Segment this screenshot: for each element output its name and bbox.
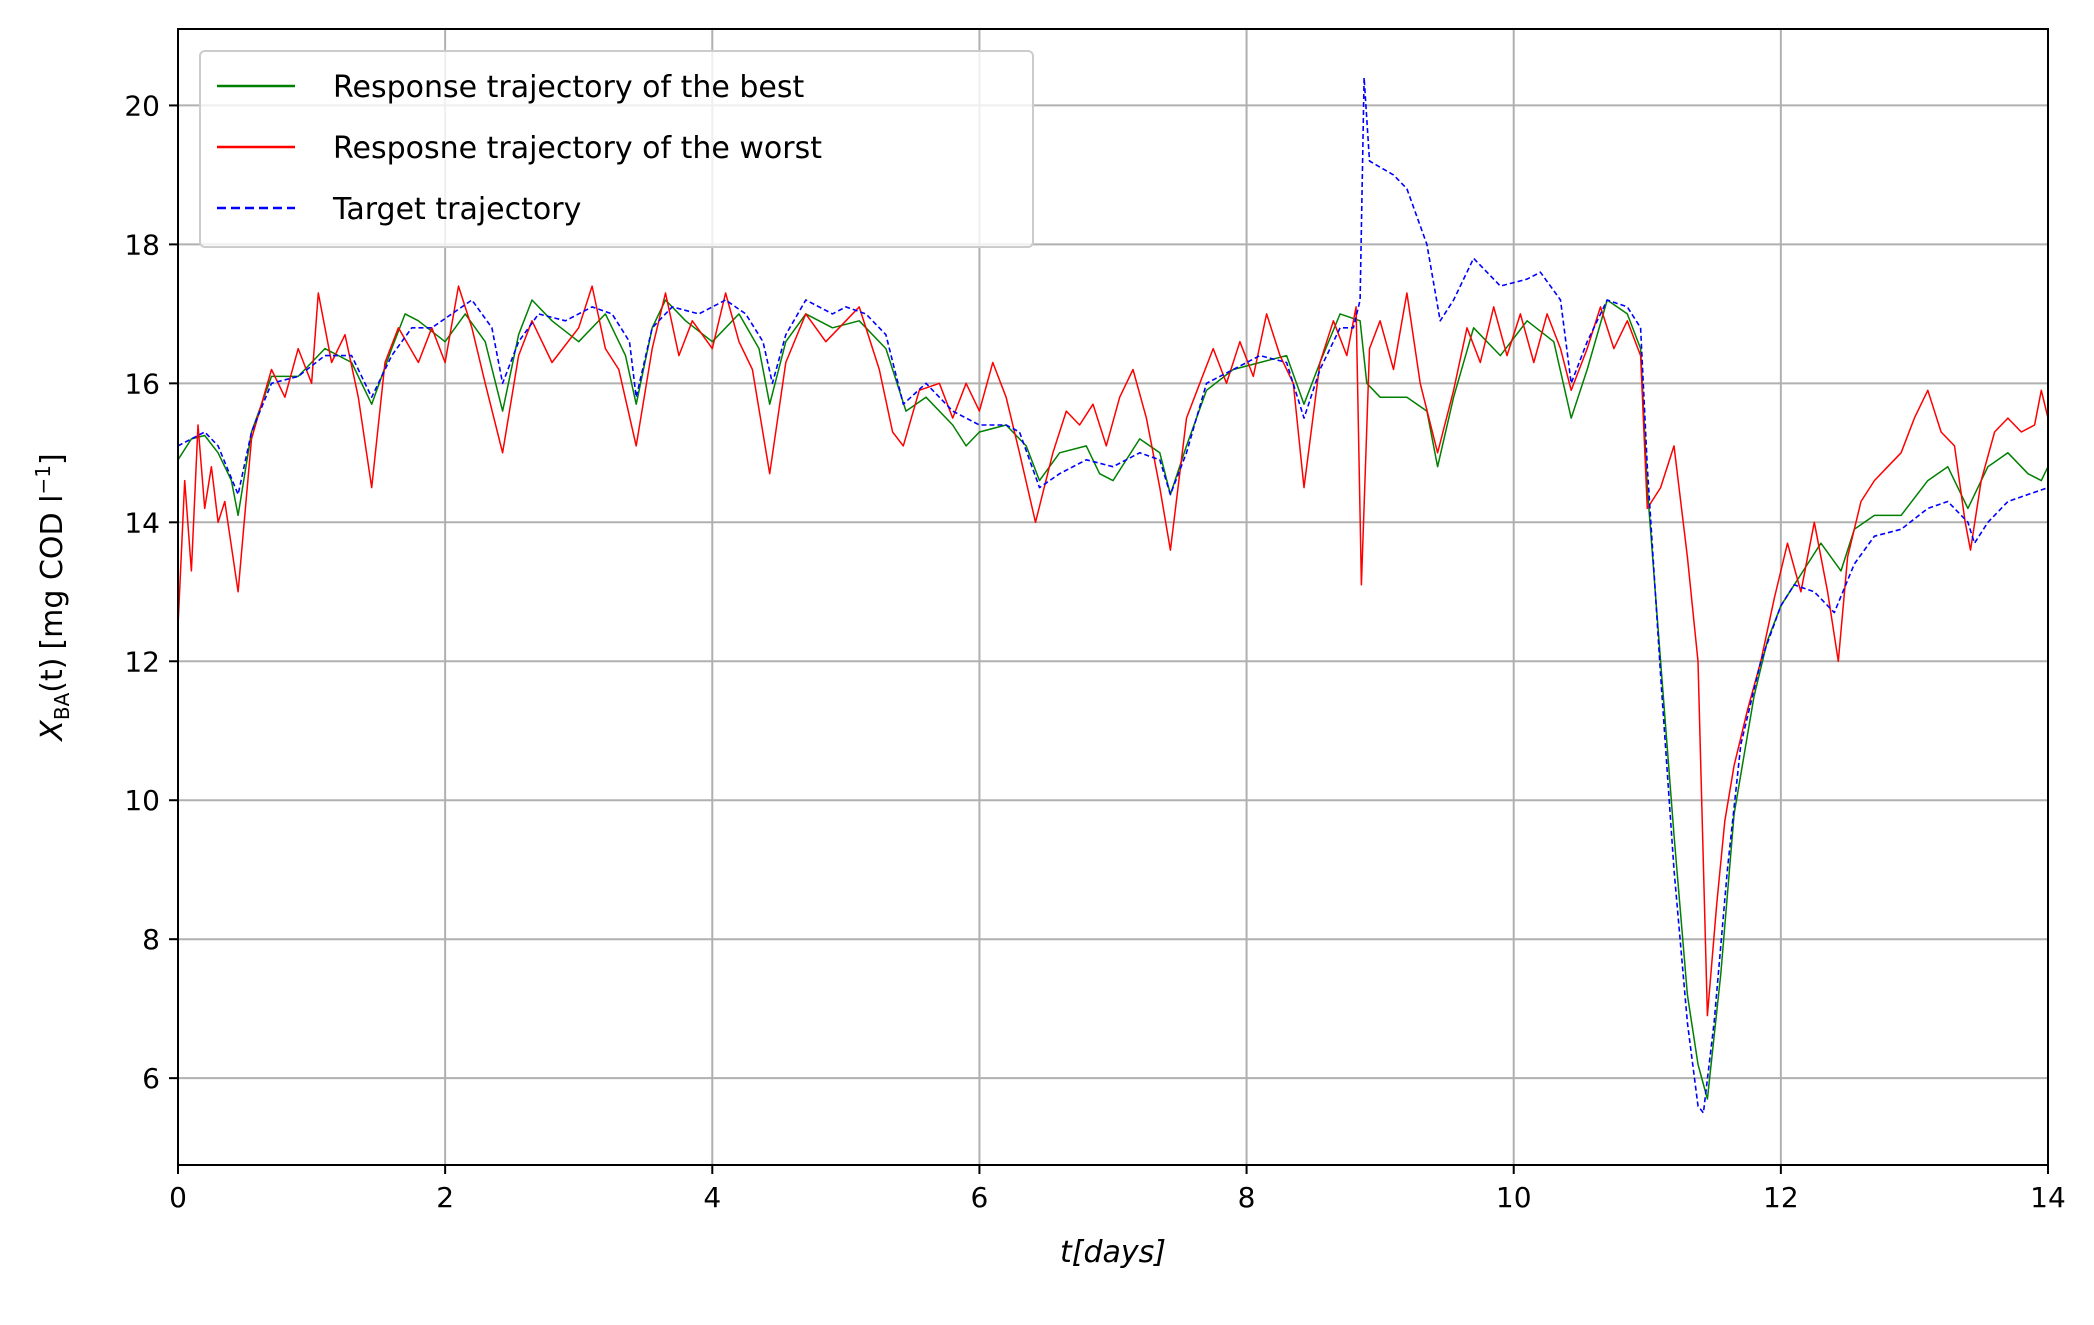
- x-axis-units: [days]: [1072, 1235, 1166, 1270]
- x-axis-variable: t: [1060, 1235, 1073, 1270]
- y-axis-units-suffix: ]: [35, 453, 70, 465]
- y-axis-variable: X: [35, 719, 70, 743]
- y-axis-units-prefix: [mg COD l: [35, 495, 70, 650]
- y-axis-argument: (t): [35, 658, 70, 693]
- y-tick-label-0: 6: [142, 1062, 160, 1095]
- x-tick-label-7: 14: [2030, 1181, 2066, 1214]
- x-tick-label-1: 2: [436, 1181, 454, 1214]
- series-line-1: [178, 285, 2048, 1017]
- x-axis-label: t[days]: [1060, 1235, 1166, 1270]
- legend: Response trajectory of the best Resposne …: [199, 50, 1034, 248]
- x-tick-label-5: 10: [1496, 1181, 1532, 1214]
- x-tick-label-6: 12: [1763, 1181, 1799, 1214]
- y-axis-units-exponent: −1: [31, 465, 55, 494]
- ticks: 0 2 4 6 8 10 12 14 6 8 10 12 14 16 18 20: [124, 89, 2065, 1214]
- y-tick-label-4: 14: [124, 506, 160, 539]
- legend-label-1: Resposne trajectory of the worst: [333, 131, 822, 166]
- x-tick-label-2: 4: [703, 1181, 721, 1214]
- series-lines: [178, 76, 2048, 1114]
- x-tick-label-3: 6: [971, 1181, 989, 1214]
- y-tick-label-6: 18: [124, 228, 160, 261]
- y-tick-label-5: 16: [124, 367, 160, 400]
- legend-label-2: Target trajectory: [332, 192, 581, 227]
- x-tick-label-4: 8: [1238, 1181, 1256, 1214]
- y-tick-label-7: 20: [124, 89, 160, 122]
- legend-label-0: Response trajectory of the best: [333, 70, 804, 105]
- legend-box: [199, 50, 1034, 248]
- x-tick-label-0: 0: [169, 1181, 187, 1214]
- plot-frame: [177, 28, 2049, 1166]
- y-tick-label-3: 12: [124, 645, 160, 678]
- y-axis-subscript: BA: [50, 692, 74, 720]
- series-line-0: [178, 299, 2048, 1100]
- grid: [178, 29, 2048, 1165]
- y-tick-label-1: 8: [142, 923, 160, 956]
- y-axis-label: XBA(t) [mg COD l−1]: [31, 453, 74, 742]
- y-tick-label-2: 10: [124, 784, 160, 817]
- series-line-2: [178, 76, 2048, 1114]
